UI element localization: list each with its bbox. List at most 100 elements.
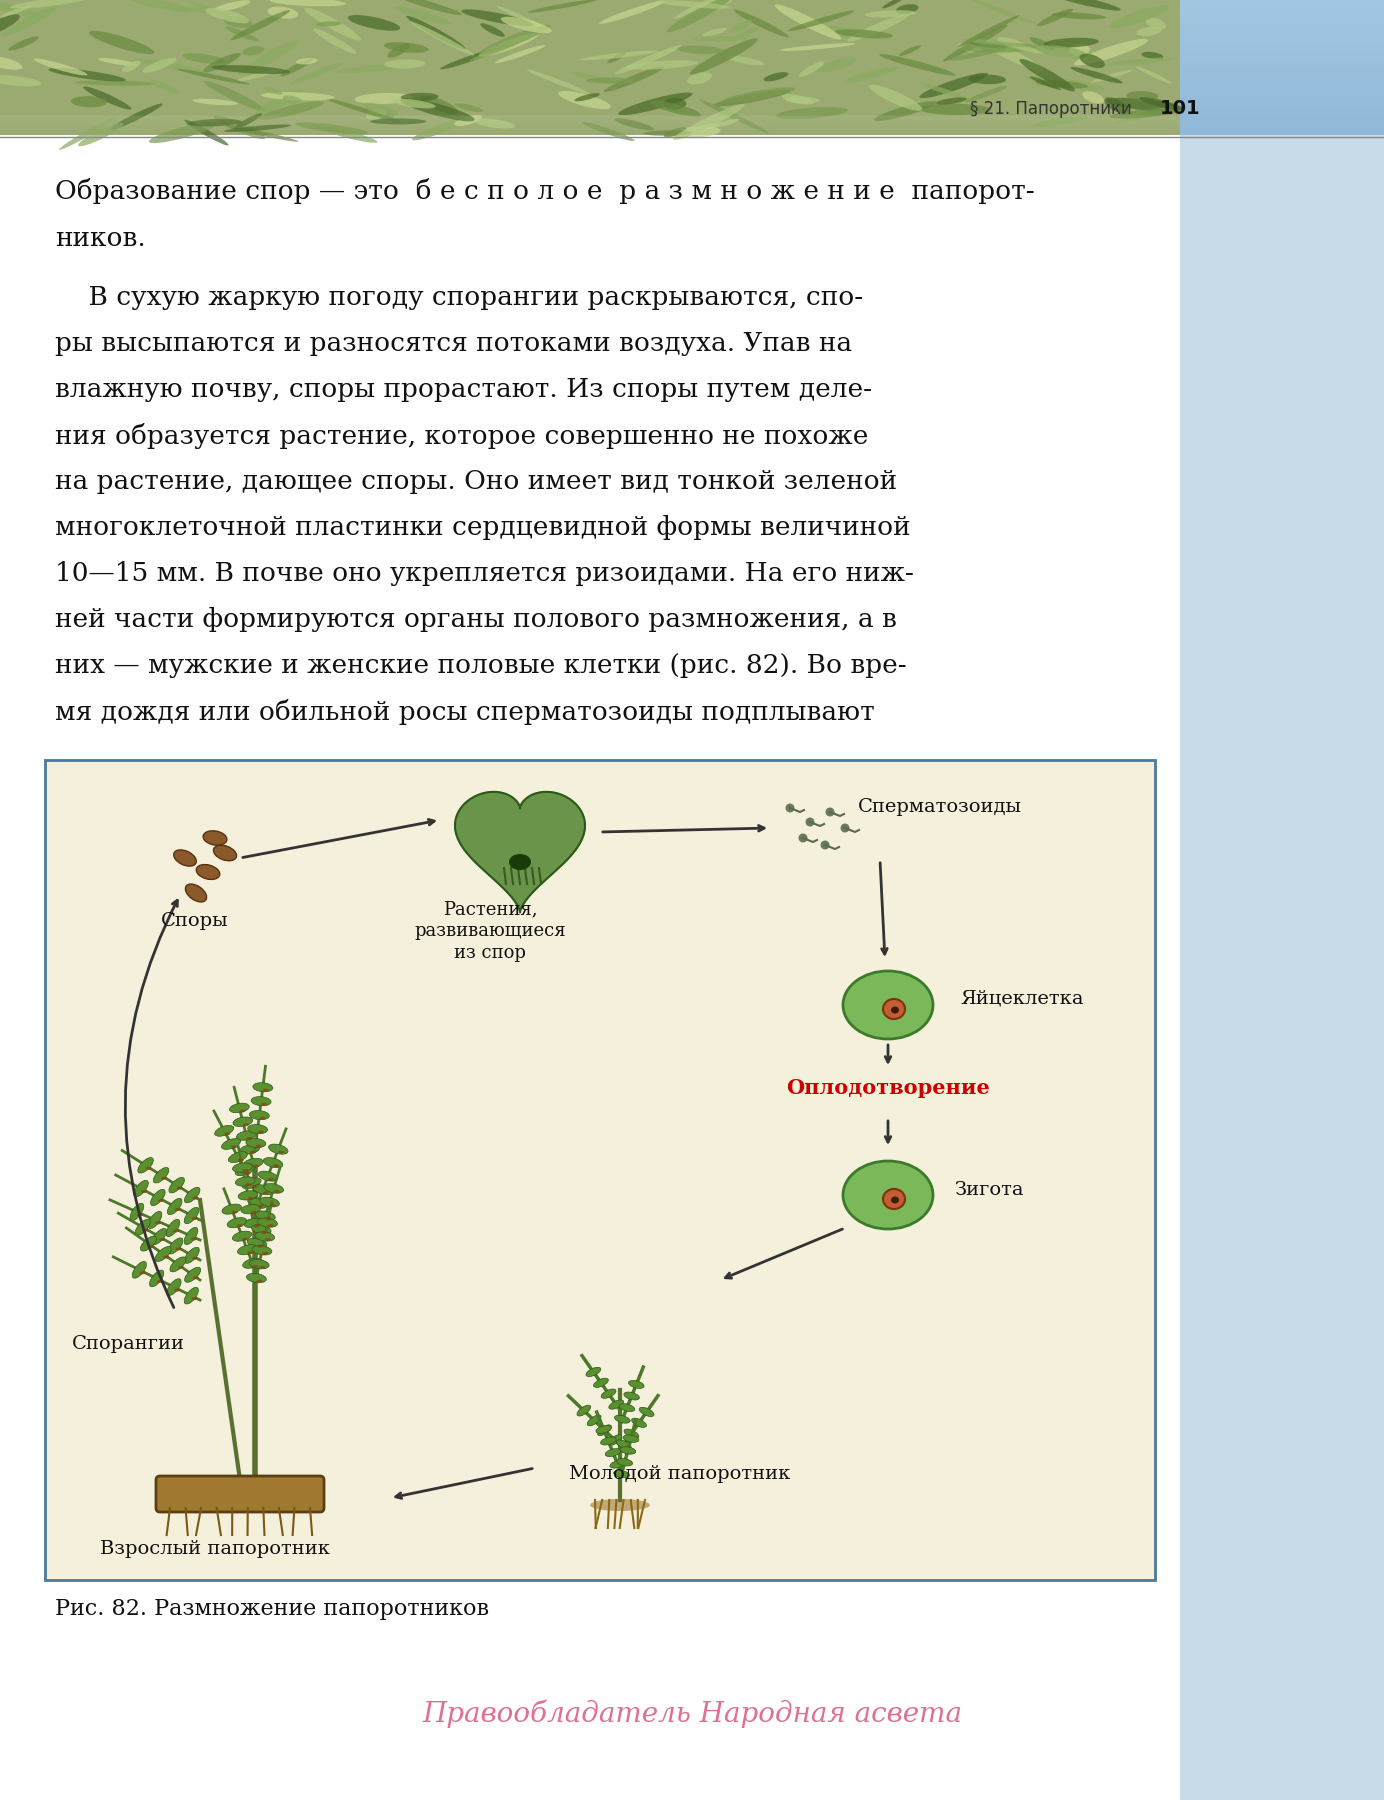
Ellipse shape [869, 85, 922, 112]
Ellipse shape [527, 0, 598, 13]
Bar [1181, 0, 1384, 1800]
Ellipse shape [370, 119, 426, 124]
Ellipse shape [776, 106, 848, 119]
Ellipse shape [919, 72, 988, 99]
Text: 10—15 мм. В почве оно укрепляется ризоидами. На его ниж-: 10—15 мм. В почве оно укрепляется ризоид… [55, 562, 913, 587]
Ellipse shape [249, 1260, 268, 1269]
Ellipse shape [691, 38, 757, 74]
Ellipse shape [148, 1211, 162, 1229]
Text: Яйцеклетка: Яйцеклетка [960, 988, 1084, 1006]
Ellipse shape [227, 1217, 246, 1228]
Ellipse shape [1030, 76, 1062, 90]
Ellipse shape [245, 1183, 252, 1186]
Text: 101: 101 [1160, 99, 1201, 119]
Ellipse shape [601, 1436, 616, 1445]
Ellipse shape [599, 0, 666, 23]
Ellipse shape [237, 1130, 256, 1139]
Ellipse shape [154, 1168, 169, 1183]
Ellipse shape [407, 16, 466, 50]
Ellipse shape [179, 1265, 184, 1269]
Ellipse shape [296, 58, 318, 65]
Ellipse shape [268, 1177, 274, 1181]
Ellipse shape [388, 43, 410, 58]
Ellipse shape [260, 1197, 280, 1208]
Ellipse shape [263, 86, 282, 95]
Ellipse shape [233, 1163, 252, 1172]
Ellipse shape [0, 56, 22, 70]
Ellipse shape [237, 68, 280, 81]
Ellipse shape [176, 68, 249, 85]
Circle shape [825, 808, 835, 817]
Ellipse shape [1030, 115, 1088, 128]
Ellipse shape [479, 25, 551, 54]
Ellipse shape [347, 14, 400, 31]
Ellipse shape [140, 1271, 145, 1274]
Ellipse shape [148, 1246, 155, 1247]
Ellipse shape [259, 1265, 266, 1269]
Ellipse shape [594, 1379, 609, 1388]
Bar [0, 122, 1181, 124]
Ellipse shape [184, 1188, 199, 1202]
Ellipse shape [314, 29, 357, 54]
Ellipse shape [1050, 79, 1070, 85]
Ellipse shape [224, 1132, 230, 1136]
Ellipse shape [239, 1109, 245, 1112]
Ellipse shape [192, 1276, 199, 1280]
Ellipse shape [252, 1246, 271, 1255]
Ellipse shape [246, 1138, 266, 1148]
Ellipse shape [221, 1139, 241, 1150]
Ellipse shape [262, 92, 335, 101]
Ellipse shape [891, 1197, 900, 1204]
Ellipse shape [262, 1251, 268, 1255]
Ellipse shape [969, 74, 1006, 85]
Ellipse shape [843, 67, 898, 83]
Ellipse shape [246, 1138, 252, 1139]
Ellipse shape [256, 1211, 275, 1220]
Ellipse shape [136, 1219, 151, 1235]
Ellipse shape [213, 846, 237, 860]
Bar [0, 122, 1181, 124]
Ellipse shape [394, 0, 462, 14]
Ellipse shape [895, 4, 919, 14]
Ellipse shape [159, 1238, 165, 1240]
Bar [0, 0, 1181, 135]
Ellipse shape [191, 1237, 197, 1240]
Ellipse shape [256, 1280, 263, 1283]
Ellipse shape [264, 1238, 271, 1240]
Text: Растения,
развивающиеся
из спор: Растения, развивающиеся из спор [414, 900, 566, 963]
Ellipse shape [883, 999, 905, 1019]
Ellipse shape [628, 1381, 644, 1388]
Ellipse shape [98, 58, 138, 67]
Ellipse shape [385, 41, 429, 52]
Ellipse shape [1044, 38, 1099, 47]
Ellipse shape [75, 81, 155, 86]
Ellipse shape [149, 1271, 163, 1287]
Ellipse shape [212, 65, 291, 74]
Ellipse shape [598, 1426, 612, 1436]
Ellipse shape [259, 1116, 266, 1120]
Ellipse shape [667, 0, 732, 32]
Ellipse shape [187, 0, 249, 23]
Ellipse shape [614, 45, 682, 74]
Ellipse shape [367, 110, 394, 119]
Ellipse shape [1116, 106, 1178, 122]
Ellipse shape [400, 99, 475, 121]
Ellipse shape [671, 126, 721, 139]
Ellipse shape [48, 68, 126, 81]
Ellipse shape [244, 1219, 263, 1228]
Ellipse shape [1020, 59, 1075, 92]
Ellipse shape [1129, 106, 1160, 119]
Ellipse shape [1136, 67, 1172, 85]
Ellipse shape [252, 1224, 271, 1235]
Ellipse shape [8, 36, 39, 50]
Ellipse shape [295, 122, 368, 135]
Ellipse shape [614, 1415, 630, 1424]
Ellipse shape [958, 43, 984, 54]
Ellipse shape [835, 29, 893, 38]
Ellipse shape [936, 97, 966, 104]
Text: Зигота: Зигота [955, 1181, 1024, 1199]
FancyBboxPatch shape [156, 1476, 324, 1512]
Ellipse shape [266, 1217, 271, 1220]
Ellipse shape [1080, 54, 1104, 68]
Ellipse shape [257, 1130, 263, 1134]
